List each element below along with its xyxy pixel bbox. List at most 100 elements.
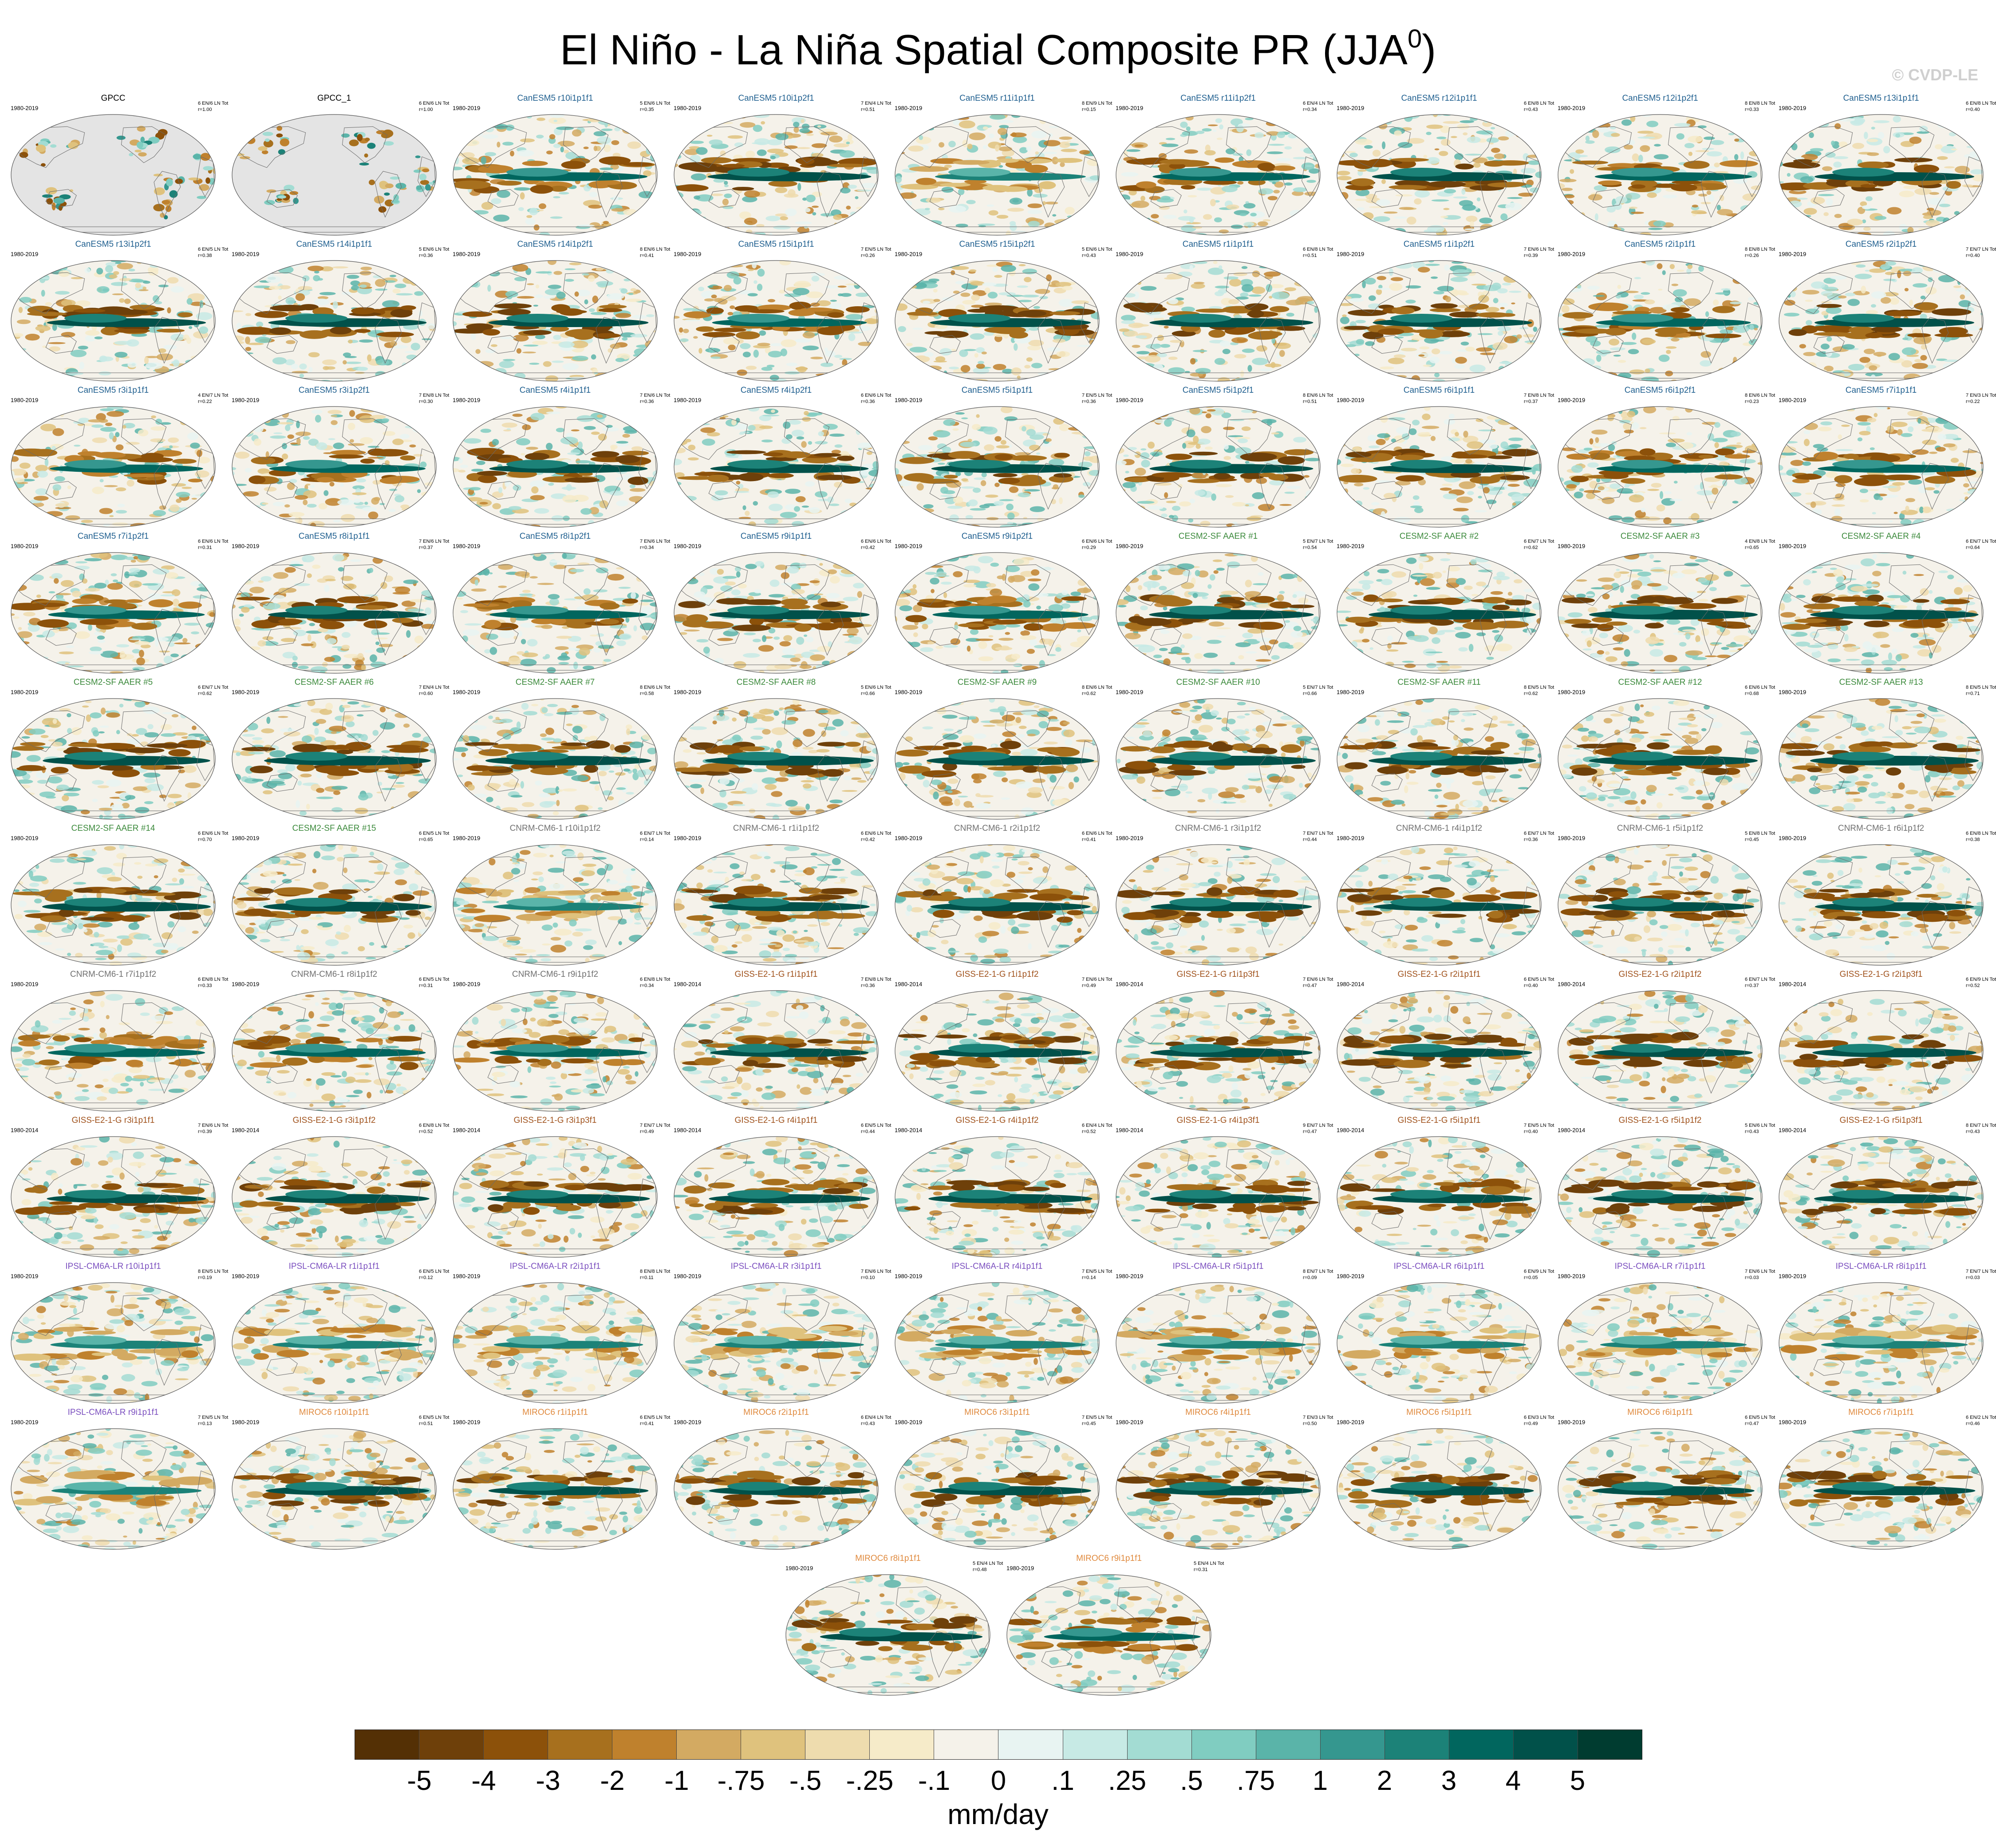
map-anomaly — [833, 143, 849, 148]
map-anomaly — [759, 425, 773, 429]
map-border — [674, 114, 879, 236]
map-anomaly — [400, 434, 410, 439]
map-anomaly — [1938, 371, 1945, 375]
map-anomaly — [115, 487, 126, 492]
map-anomaly — [895, 268, 900, 272]
map-anomaly — [197, 375, 204, 377]
map-panel: CanESM5 r15i1p1f1 1980-2019 7 EN/5 LN Tot r… — [666, 239, 891, 386]
map-anomaly — [1218, 288, 1227, 294]
map-anomaly — [1025, 165, 1048, 173]
map-anomaly — [1946, 181, 1961, 189]
map-anomaly — [155, 419, 162, 425]
map-anomaly — [284, 504, 290, 508]
map-anomaly — [1057, 113, 1066, 115]
map-anomaly — [153, 510, 166, 517]
map-anomaly — [160, 213, 165, 218]
map-anomaly — [516, 348, 522, 354]
map-anomaly — [641, 426, 654, 432]
map-anomaly — [1585, 135, 1590, 142]
map-anomaly — [610, 444, 618, 450]
map-anomaly — [634, 348, 649, 356]
map-anomaly — [706, 307, 724, 314]
map-anomaly — [392, 200, 399, 203]
map-anomaly — [264, 200, 275, 205]
map-anomaly — [1353, 276, 1365, 279]
coastline — [1700, 171, 1728, 218]
map-anomaly — [1289, 123, 1299, 128]
map-anomaly — [1862, 219, 1866, 224]
map-anomaly — [1715, 292, 1730, 295]
map-anomaly — [600, 407, 615, 410]
map-anomaly — [314, 298, 330, 306]
map-anomaly — [352, 492, 367, 495]
map-anomaly — [1409, 381, 1423, 383]
map-anomaly — [763, 452, 783, 457]
coastline — [860, 302, 878, 343]
map-anomaly — [1479, 217, 1493, 224]
coastline — [1005, 126, 1051, 163]
coastline — [266, 335, 298, 354]
map-anomaly — [351, 285, 360, 291]
map-anomaly — [682, 525, 697, 527]
map-anomaly — [683, 353, 689, 361]
map-anomaly — [1714, 162, 1720, 168]
map-anomaly — [69, 189, 73, 192]
map-anomaly — [1686, 379, 1692, 381]
map-anomaly — [630, 288, 637, 292]
map-anomaly — [1937, 156, 1948, 160]
map-anomaly — [1617, 284, 1621, 289]
map-anomaly — [1429, 356, 1440, 363]
map-anomaly — [994, 144, 1000, 152]
map-anomaly — [698, 287, 704, 292]
map-anomaly — [277, 422, 294, 425]
map-anomaly — [1250, 213, 1257, 217]
map-anomaly — [1164, 325, 1169, 329]
map-anomaly — [1626, 139, 1635, 145]
map-anomaly — [999, 125, 1009, 129]
map-anomaly — [1581, 358, 1595, 366]
map-anomaly — [907, 284, 917, 289]
map-anomaly — [1562, 288, 1566, 297]
map-anomaly — [1450, 276, 1468, 282]
map-anomaly — [780, 512, 797, 518]
map-border — [11, 114, 216, 236]
map-border — [674, 260, 879, 382]
map-anomaly — [1089, 292, 1096, 300]
map-anomaly — [278, 195, 287, 199]
map-anomaly — [175, 178, 183, 184]
map-anomaly — [788, 139, 797, 144]
map-anomaly — [1342, 115, 1351, 116]
map-panel: CanESM5 r13i1p1f1 1980-2019 6 EN/8 LN Tot r… — [1771, 93, 1996, 240]
map-anomaly — [558, 341, 575, 348]
map-anomaly — [1969, 273, 1977, 281]
map-anomaly — [1697, 125, 1707, 129]
map-anomaly — [130, 523, 148, 527]
map-anomaly — [367, 354, 372, 362]
coastline — [1964, 156, 1983, 197]
map-anomaly — [357, 367, 368, 371]
map-anomaly — [1691, 210, 1706, 214]
map-anomaly — [775, 213, 788, 217]
global-map — [453, 260, 658, 382]
map-anomaly — [513, 334, 529, 342]
map-anomaly — [1460, 120, 1475, 123]
map-anomaly — [269, 327, 291, 335]
map-anomaly — [1672, 180, 1702, 185]
map-anomaly — [1826, 336, 1832, 342]
map-border — [1116, 114, 1321, 236]
map-anomaly — [1349, 298, 1364, 302]
map-anomaly — [1277, 131, 1286, 138]
map-anomaly — [591, 431, 600, 435]
map-anomaly — [1306, 165, 1313, 167]
map-anomaly — [1057, 261, 1071, 265]
map-anomaly — [1168, 298, 1179, 304]
map-anomaly — [702, 332, 736, 337]
map-anomaly — [1221, 186, 1238, 193]
map-anomaly — [561, 161, 586, 169]
map-anomaly — [1443, 208, 1450, 210]
map-anomaly — [1384, 211, 1398, 214]
map-anomaly — [1561, 187, 1573, 191]
map-anomaly — [801, 119, 805, 123]
map-anomaly — [343, 381, 353, 383]
map-anomaly — [173, 359, 180, 367]
